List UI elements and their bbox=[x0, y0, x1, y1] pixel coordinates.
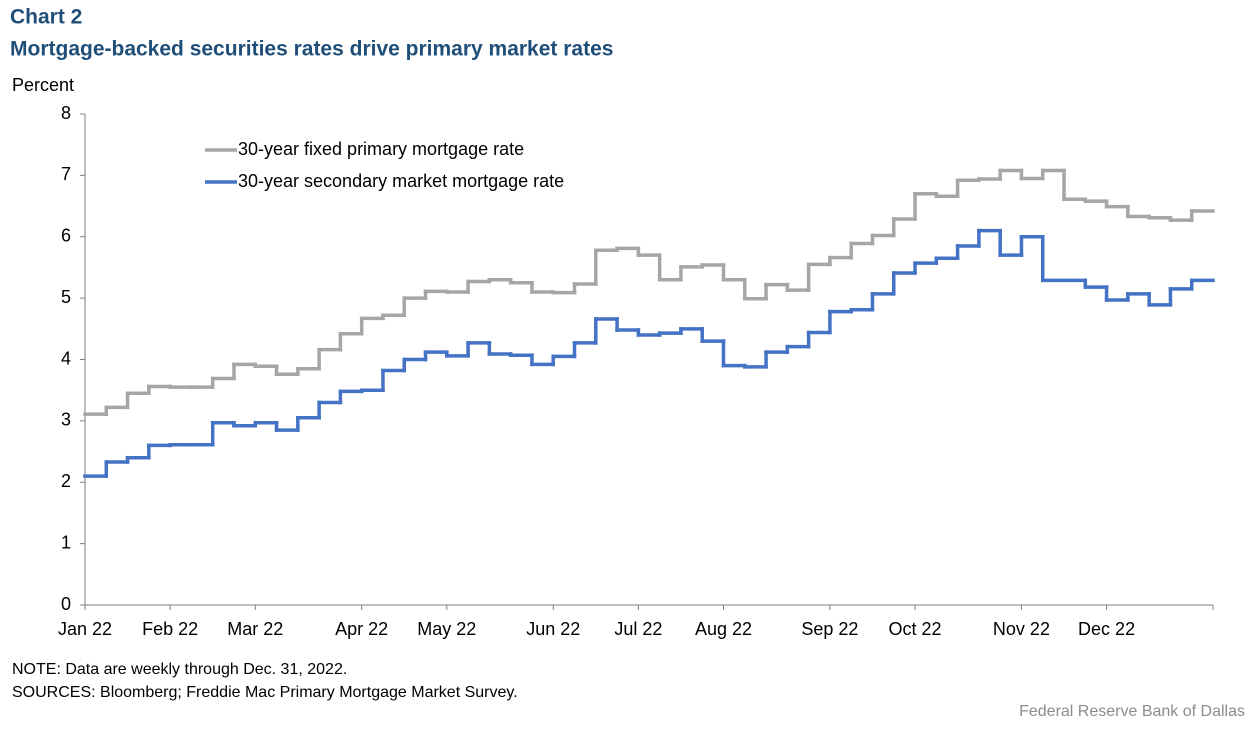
y-tick-label: 8 bbox=[61, 103, 71, 123]
x-tick-label: Sep 22 bbox=[801, 619, 858, 639]
legend-label: 30-year secondary market mortgage rate bbox=[238, 171, 564, 191]
legend-label: 30-year fixed primary mortgage rate bbox=[238, 139, 524, 159]
chart-label: Chart 2 bbox=[10, 6, 82, 29]
y-tick-label: 7 bbox=[61, 164, 71, 184]
y-tick-label: 2 bbox=[61, 471, 71, 491]
chart-title: Mortgage-backed securities rates drive p… bbox=[10, 38, 613, 61]
x-tick-label: Dec 22 bbox=[1078, 619, 1135, 639]
y-tick-label: 4 bbox=[61, 348, 71, 368]
y-tick-label: 0 bbox=[61, 594, 71, 614]
y-tick-label: 3 bbox=[61, 410, 71, 430]
x-tick-label: Jun 22 bbox=[526, 619, 580, 639]
x-tick-label: Jul 22 bbox=[614, 619, 662, 639]
x-tick-label: Jan 22 bbox=[58, 619, 112, 639]
y-tick-label: 6 bbox=[61, 226, 71, 246]
y-tick-label: 1 bbox=[61, 532, 71, 552]
x-tick-label: Aug 22 bbox=[695, 619, 752, 639]
x-tick-label: Feb 22 bbox=[142, 619, 198, 639]
x-tick-label: Nov 22 bbox=[993, 619, 1050, 639]
credit: Federal Reserve Bank of Dallas bbox=[1019, 703, 1245, 720]
x-tick-label: Oct 22 bbox=[889, 619, 942, 639]
y-axis-label: Percent bbox=[12, 75, 74, 95]
x-tick-label: Mar 22 bbox=[227, 619, 283, 639]
y-tick-label: 5 bbox=[61, 287, 71, 307]
x-tick-label: Apr 22 bbox=[335, 619, 388, 639]
x-tick-label: May 22 bbox=[417, 619, 476, 639]
note: NOTE: Data are weekly through Dec. 31, 2… bbox=[12, 661, 347, 678]
sources: SOURCES: Bloomberg; Freddie Mac Primary … bbox=[12, 684, 518, 701]
